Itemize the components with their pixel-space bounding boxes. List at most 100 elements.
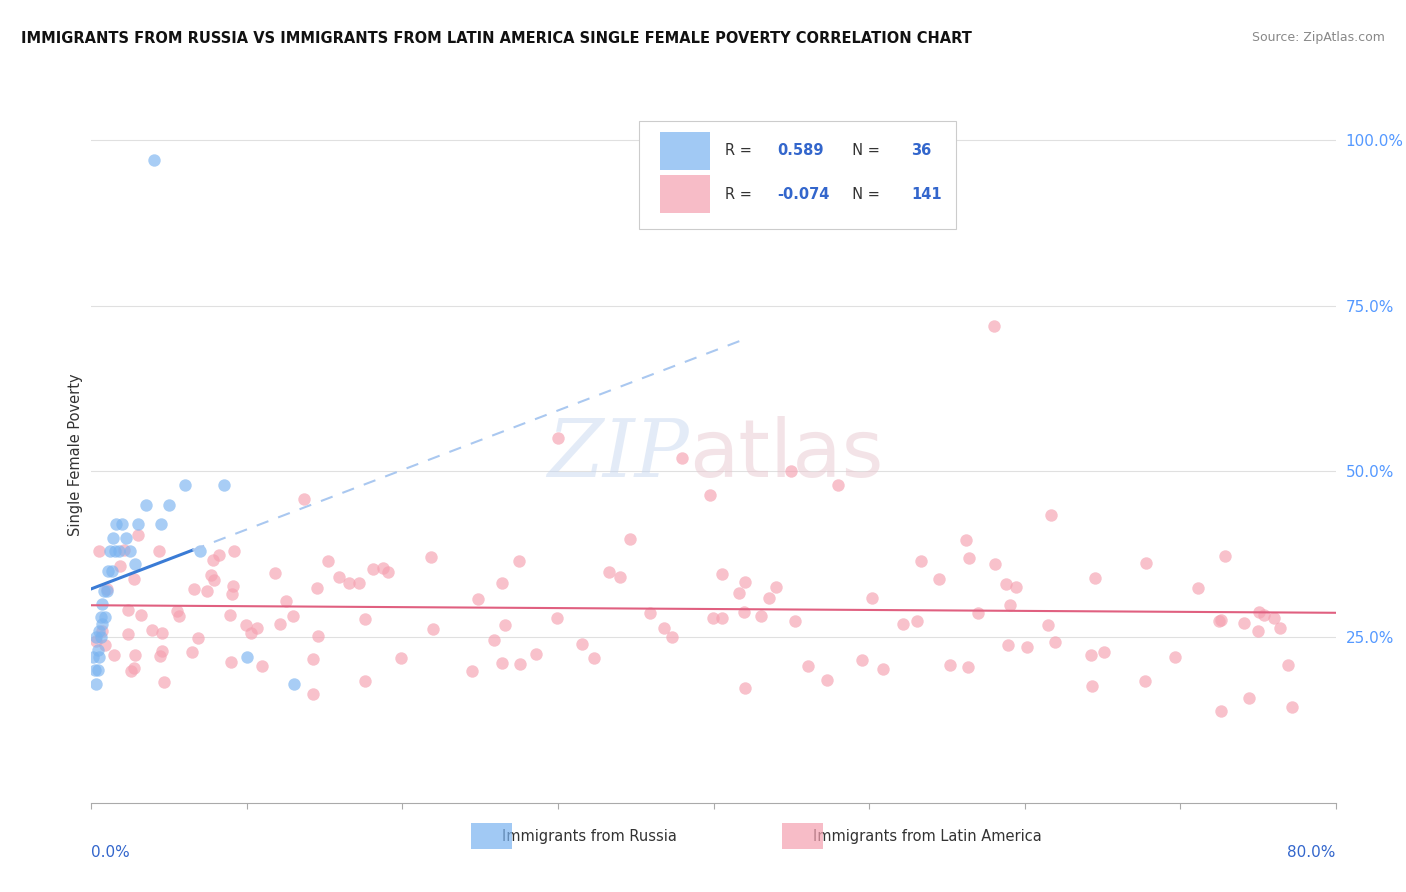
- Point: [373, 561, 395, 575]
- Point: [97, 564, 120, 578]
- Point: [547, 431, 569, 445]
- Point: [181, 645, 204, 659]
- Point: [1215, 549, 1237, 563]
- Point: [1209, 613, 1232, 627]
- Text: -0.074: -0.074: [778, 186, 830, 202]
- Point: [1253, 607, 1275, 622]
- Point: [108, 544, 131, 558]
- Point: [183, 582, 205, 597]
- Point: [1135, 557, 1157, 571]
- Point: [872, 661, 894, 675]
- Point: [302, 687, 325, 701]
- Point: [984, 557, 1007, 571]
- Point: [93, 583, 115, 598]
- Text: N =: N =: [844, 144, 884, 159]
- Point: [84, 630, 107, 644]
- Point: [84, 676, 107, 690]
- Point: [598, 565, 620, 579]
- Point: [122, 661, 145, 675]
- Point: [129, 607, 152, 622]
- Point: [1092, 645, 1115, 659]
- Text: Source: ZipAtlas.com: Source: ZipAtlas.com: [1251, 31, 1385, 45]
- Point: [89, 650, 111, 665]
- Point: [120, 544, 142, 558]
- Point: [997, 638, 1019, 652]
- Point: [994, 576, 1017, 591]
- Point: [221, 586, 243, 600]
- Point: [122, 572, 145, 586]
- Point: [150, 644, 173, 658]
- Text: N =: N =: [844, 186, 884, 202]
- Text: Immigrants from Latin America: Immigrants from Latin America: [813, 829, 1042, 844]
- Point: [86, 663, 108, 677]
- Point: [173, 477, 195, 491]
- FancyBboxPatch shape: [659, 175, 710, 213]
- Point: [91, 597, 114, 611]
- Point: [301, 652, 323, 666]
- Point: [103, 648, 125, 663]
- Point: [141, 623, 163, 637]
- Point: [104, 544, 127, 558]
- Point: [117, 627, 139, 641]
- Point: [188, 544, 211, 558]
- Point: [1247, 624, 1270, 638]
- Point: [891, 617, 914, 632]
- Point: [815, 673, 838, 687]
- Point: [851, 652, 873, 666]
- Point: [245, 621, 267, 635]
- FancyBboxPatch shape: [782, 823, 823, 849]
- Point: [328, 569, 350, 583]
- Point: [652, 621, 675, 635]
- Point: [89, 543, 111, 558]
- Point: [208, 549, 231, 563]
- Point: [998, 598, 1021, 612]
- Point: [187, 631, 209, 645]
- Point: [509, 657, 531, 672]
- Point: [90, 610, 112, 624]
- Point: [117, 602, 139, 616]
- Point: [307, 629, 329, 643]
- Point: [316, 554, 339, 568]
- FancyBboxPatch shape: [659, 132, 710, 170]
- Point: [292, 491, 315, 506]
- Text: IMMIGRANTS FROM RUSSIA VS IMMIGRANTS FROM LATIN AMERICA SINGLE FEMALE POVERTY CO: IMMIGRANTS FROM RUSSIA VS IMMIGRANTS FRO…: [21, 31, 972, 46]
- Point: [765, 580, 787, 594]
- Point: [127, 528, 149, 542]
- Point: [195, 584, 218, 599]
- Point: [1084, 571, 1107, 585]
- Text: 36: 36: [911, 144, 932, 159]
- Point: [112, 542, 135, 557]
- Point: [955, 533, 977, 547]
- Point: [224, 543, 246, 558]
- Point: [236, 650, 259, 665]
- Point: [377, 566, 399, 580]
- Point: [1164, 650, 1187, 665]
- Point: [114, 531, 136, 545]
- Point: [491, 576, 513, 591]
- Point: [928, 572, 950, 586]
- Point: [157, 498, 180, 512]
- Point: [148, 648, 170, 663]
- Point: [218, 608, 240, 623]
- Point: [699, 488, 721, 502]
- Text: R =: R =: [724, 144, 756, 159]
- Point: [710, 566, 733, 581]
- Point: [671, 451, 693, 466]
- Point: [734, 574, 756, 589]
- Point: [96, 582, 118, 597]
- Point: [422, 623, 444, 637]
- Point: [710, 610, 733, 624]
- Point: [127, 517, 149, 532]
- Point: [98, 544, 121, 558]
- Point: [337, 576, 360, 591]
- Point: [1277, 658, 1299, 673]
- Point: [91, 616, 114, 631]
- Point: [860, 591, 883, 606]
- Point: [1187, 581, 1209, 595]
- Point: [733, 605, 755, 619]
- Point: [1268, 622, 1291, 636]
- Point: [1005, 580, 1028, 594]
- Point: [905, 614, 928, 628]
- Point: [702, 610, 724, 624]
- Point: [1208, 614, 1230, 628]
